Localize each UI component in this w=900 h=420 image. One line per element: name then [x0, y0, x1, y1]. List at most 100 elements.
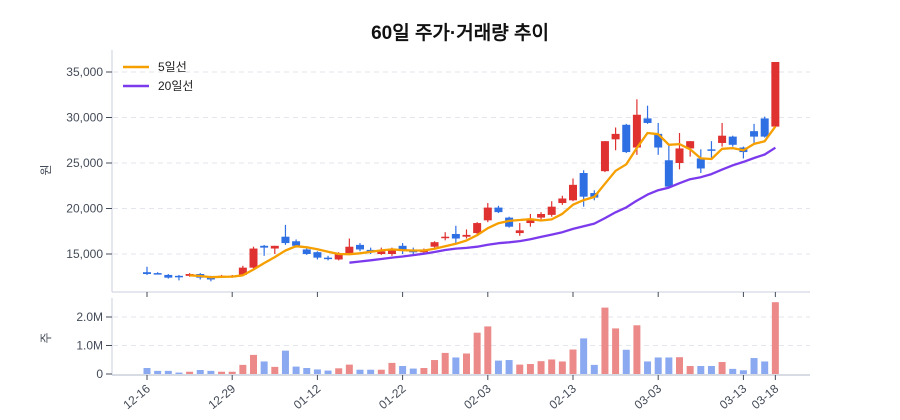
- candle-body: [718, 135, 727, 143]
- volume-bar: [452, 357, 460, 374]
- volume-bar: [313, 369, 321, 374]
- candle-body: [750, 131, 759, 137]
- candle-body: [760, 118, 769, 137]
- volume-bar: [154, 370, 162, 374]
- candle-body: [377, 251, 386, 254]
- candle-body: [494, 207, 503, 213]
- candle-body: [387, 249, 396, 254]
- candle-body: [675, 148, 684, 163]
- candle-body: [664, 160, 673, 187]
- volume-bar: [399, 366, 407, 374]
- candle: [760, 116, 769, 138]
- candle: [728, 135, 737, 147]
- volume-bar: [707, 366, 715, 374]
- volume-bar: [505, 360, 513, 374]
- candle: [430, 241, 439, 248]
- volume-bar: [228, 371, 236, 374]
- candle-body: [515, 230, 524, 234]
- candle: [494, 205, 503, 214]
- candle: [771, 61, 780, 128]
- candle-body: [164, 274, 173, 278]
- volume-bar: [601, 307, 609, 374]
- candle-body: [451, 233, 460, 239]
- candle-body: [462, 234, 471, 237]
- price-tick-label: 25,000: [66, 156, 103, 170]
- candle: [696, 149, 705, 174]
- volume-bar: [431, 360, 439, 374]
- candle-body: [249, 248, 258, 268]
- price-tick-label: 20,000: [66, 202, 103, 216]
- candle: [515, 223, 524, 236]
- legend-label-5day: 5일선: [158, 60, 187, 74]
- candle: [462, 229, 471, 239]
- candle: [707, 141, 716, 159]
- x-tick-label: 01-22: [376, 381, 409, 412]
- volume-bar: [239, 364, 247, 374]
- price-tick-label: 30,000: [66, 111, 103, 125]
- volume-bar: [388, 362, 396, 374]
- volume-bar: [622, 349, 630, 374]
- volume-bar: [335, 368, 343, 374]
- candle-body: [654, 133, 663, 148]
- candle: [473, 222, 482, 234]
- candle-body: [707, 149, 716, 151]
- candle: [356, 243, 364, 252]
- candle: [302, 247, 311, 255]
- candle-body: [292, 241, 301, 246]
- volume-bar: [441, 352, 449, 374]
- volume-bar: [580, 338, 588, 374]
- volume-bar: [250, 354, 257, 374]
- candle: [558, 195, 567, 205]
- candle: [451, 225, 460, 244]
- volume-bar: [196, 370, 204, 374]
- volume-bar: [654, 357, 662, 374]
- volume-bar: [303, 368, 311, 374]
- legend: 5일선 20일선: [123, 60, 193, 93]
- volume-bar: [750, 358, 758, 374]
- volume-bar: [558, 361, 566, 374]
- volume-bar: [771, 302, 779, 374]
- volume-bar: [686, 366, 694, 374]
- volume-bar: [377, 369, 385, 374]
- volume-tick-label: 0: [96, 367, 103, 381]
- candle: [654, 122, 663, 155]
- candle: [174, 274, 183, 281]
- candle: [675, 132, 684, 170]
- candle-body: [398, 245, 407, 251]
- volume-bar: [569, 349, 577, 374]
- volume-tick-label: 2.0M: [76, 310, 103, 324]
- volume-bar: [292, 366, 300, 374]
- candle-body: [356, 244, 364, 250]
- candle-body: [302, 249, 311, 254]
- volume-bar: [324, 370, 332, 374]
- x-tick-label: 02-13: [546, 381, 579, 412]
- candle-body: [771, 61, 780, 127]
- candle: [611, 127, 620, 151]
- candle: [750, 123, 759, 144]
- candle-body: [579, 173, 588, 197]
- candle-body: [558, 198, 567, 204]
- x-tick-label: 02-03: [461, 381, 494, 412]
- volume-bar: [729, 368, 737, 374]
- candle-body: [505, 217, 514, 227]
- candle: [505, 216, 514, 228]
- x-tick-label: 03-13: [717, 381, 750, 412]
- volume-bar: [494, 360, 502, 374]
- candle-body: [313, 252, 322, 258]
- volume-bar: [761, 361, 769, 374]
- x-ticks: 12-16 12-29 01-12 01-22 02-03 02-13 03-03 03-13…: [120, 292, 782, 412]
- volume-bar: [612, 328, 620, 374]
- candle-body: [143, 272, 151, 275]
- volume-bar: [676, 357, 683, 374]
- candle-body: [526, 219, 535, 224]
- candle-body: [622, 124, 631, 153]
- candle-body: [600, 141, 609, 172]
- volume-bar: [718, 362, 726, 374]
- price-tick-label: 35,000: [66, 65, 103, 79]
- volume-bar: [739, 370, 747, 374]
- volume-bar: [271, 366, 279, 374]
- candle: [547, 201, 556, 217]
- candle: [632, 99, 641, 155]
- volume-bar: [526, 364, 534, 374]
